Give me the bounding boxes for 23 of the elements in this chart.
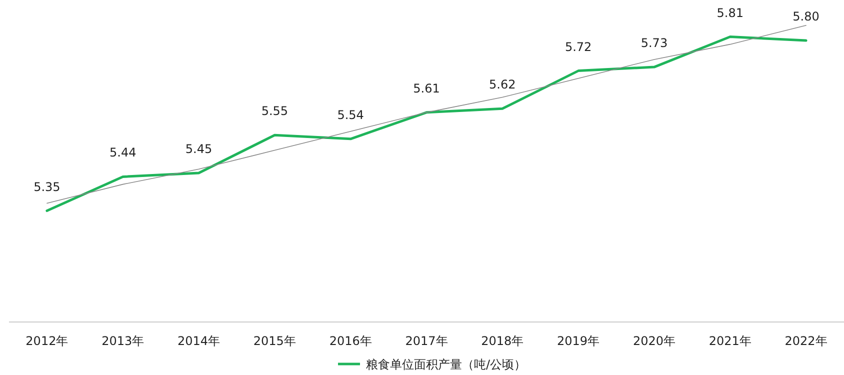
data-label: 5.61	[413, 81, 440, 96]
data-label: 5.55	[261, 104, 288, 118]
legend-label: 粮食单位面积产量（吨/公顷）	[366, 358, 526, 372]
x-tick-label: 2016年	[329, 334, 372, 348]
data-label: 5.54	[337, 108, 364, 122]
data-label: 5.80	[792, 10, 820, 24]
data-label: 5.81	[716, 6, 744, 20]
x-tick-label: 2021年	[708, 334, 752, 348]
x-tick-label: 2022年	[784, 334, 828, 348]
x-tick-label: 2015年	[253, 334, 296, 348]
data-label: 5.45	[185, 142, 212, 156]
data-label: 5.72	[564, 40, 592, 54]
x-tick-label: 2014年	[178, 334, 220, 348]
data-label: 5.73	[640, 36, 668, 50]
data-label: 5.35	[34, 180, 60, 194]
data-label: 5.44	[110, 146, 136, 160]
x-tick-label: 2013年	[102, 334, 144, 348]
data-label: 5.62	[489, 78, 516, 92]
x-tick-label: 2012年	[26, 334, 68, 348]
x-tick-label: 2019年	[557, 334, 600, 348]
x-tick-label: 2018年	[481, 334, 524, 348]
x-tick-label: 2020年	[632, 334, 676, 348]
x-tick-label: 2017年	[405, 334, 448, 348]
